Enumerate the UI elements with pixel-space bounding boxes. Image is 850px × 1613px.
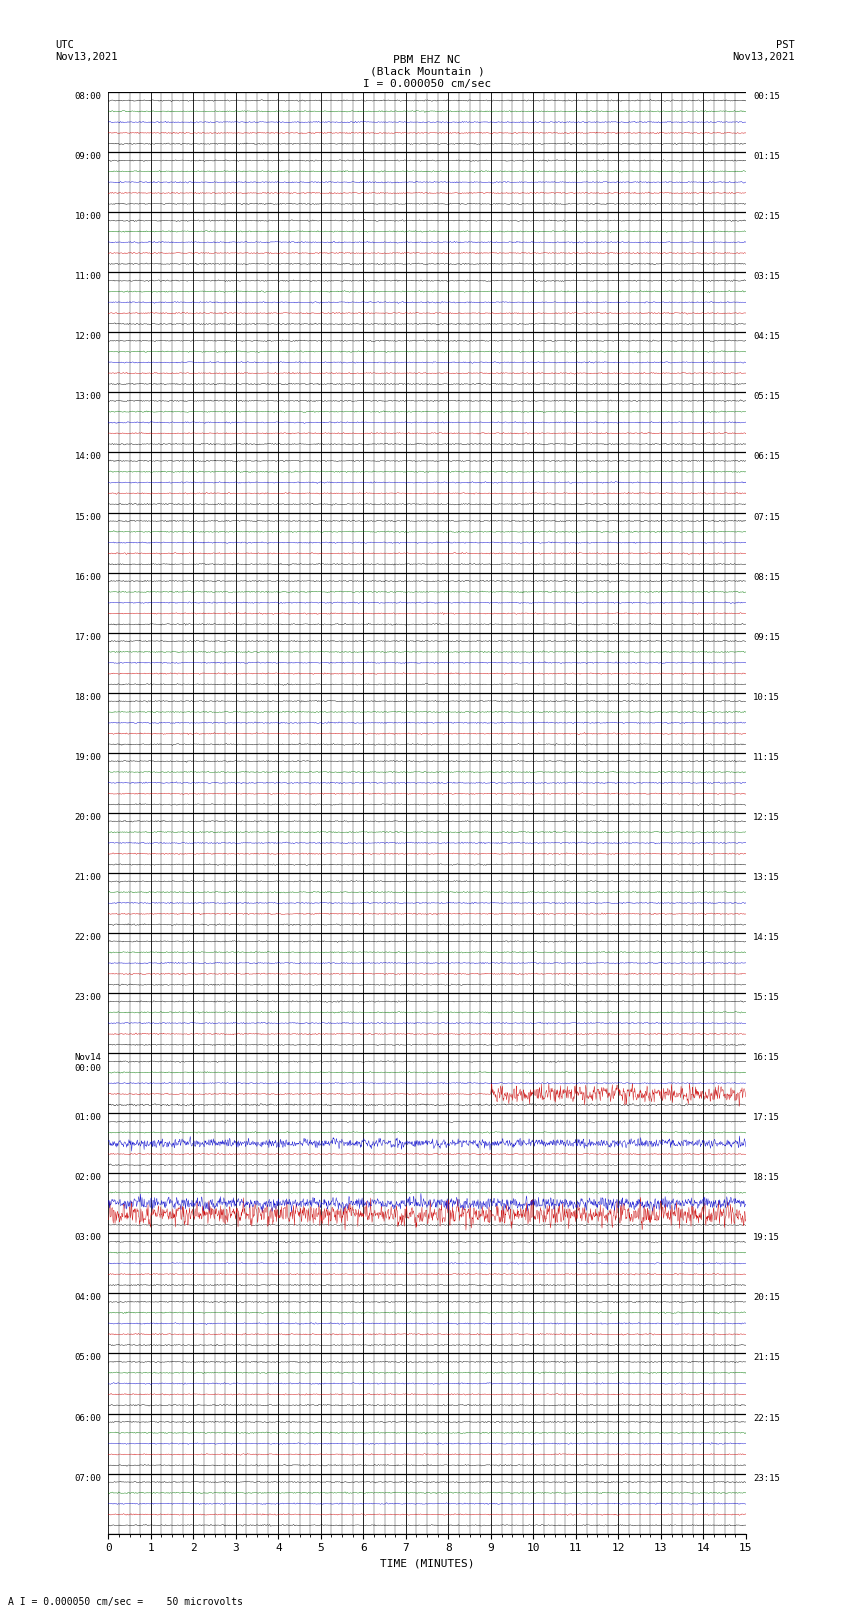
Text: 20:15: 20:15	[753, 1294, 779, 1302]
Text: 09:00: 09:00	[75, 152, 101, 161]
Text: 15:15: 15:15	[753, 994, 779, 1002]
Text: 01:15: 01:15	[753, 152, 779, 161]
Text: 19:15: 19:15	[753, 1234, 779, 1242]
Text: 23:00: 23:00	[75, 994, 101, 1002]
Text: 06:00: 06:00	[75, 1413, 101, 1423]
Text: 21:15: 21:15	[753, 1353, 779, 1363]
Text: 03:00: 03:00	[75, 1234, 101, 1242]
Text: 16:00: 16:00	[75, 573, 101, 582]
Text: 22:00: 22:00	[75, 932, 101, 942]
Text: 23:15: 23:15	[753, 1474, 779, 1482]
Text: 08:00: 08:00	[75, 92, 101, 102]
Text: 04:00: 04:00	[75, 1294, 101, 1302]
Text: 06:15: 06:15	[753, 453, 779, 461]
Text: 04:15: 04:15	[753, 332, 779, 342]
Text: 10:00: 10:00	[75, 213, 101, 221]
Text: 15:00: 15:00	[75, 513, 101, 521]
Text: 01:00: 01:00	[75, 1113, 101, 1123]
Text: 07:00: 07:00	[75, 1474, 101, 1482]
Text: 18:00: 18:00	[75, 692, 101, 702]
Text: 13:00: 13:00	[75, 392, 101, 402]
Text: 14:15: 14:15	[753, 932, 779, 942]
Text: UTC
Nov13,2021: UTC Nov13,2021	[55, 40, 118, 61]
Text: 14:00: 14:00	[75, 453, 101, 461]
Text: 09:15: 09:15	[753, 632, 779, 642]
Text: 11:15: 11:15	[753, 753, 779, 761]
Text: 08:15: 08:15	[753, 573, 779, 582]
Text: 02:15: 02:15	[753, 213, 779, 221]
Text: 19:00: 19:00	[75, 753, 101, 761]
Text: 10:15: 10:15	[753, 692, 779, 702]
Text: 20:00: 20:00	[75, 813, 101, 823]
Text: 21:00: 21:00	[75, 873, 101, 882]
Text: 05:15: 05:15	[753, 392, 779, 402]
Text: 16:15: 16:15	[753, 1053, 779, 1061]
Text: 12:00: 12:00	[75, 332, 101, 342]
Text: 05:00: 05:00	[75, 1353, 101, 1363]
Text: 00:15: 00:15	[753, 92, 779, 102]
Text: 07:15: 07:15	[753, 513, 779, 521]
Text: 18:15: 18:15	[753, 1173, 779, 1182]
Text: A I = 0.000050 cm/sec =    50 microvolts: A I = 0.000050 cm/sec = 50 microvolts	[8, 1597, 243, 1607]
Text: 02:00: 02:00	[75, 1173, 101, 1182]
X-axis label: TIME (MINUTES): TIME (MINUTES)	[380, 1560, 474, 1569]
Text: 22:15: 22:15	[753, 1413, 779, 1423]
Title: PBM EHZ NC
(Black Mountain )
I = 0.000050 cm/sec: PBM EHZ NC (Black Mountain ) I = 0.00005…	[363, 55, 491, 89]
Text: Nov14
00:00: Nov14 00:00	[75, 1053, 101, 1073]
Text: 03:15: 03:15	[753, 273, 779, 281]
Text: 17:00: 17:00	[75, 632, 101, 642]
Text: 13:15: 13:15	[753, 873, 779, 882]
Text: 12:15: 12:15	[753, 813, 779, 823]
Text: 11:00: 11:00	[75, 273, 101, 281]
Text: PST
Nov13,2021: PST Nov13,2021	[732, 40, 795, 61]
Text: 17:15: 17:15	[753, 1113, 779, 1123]
